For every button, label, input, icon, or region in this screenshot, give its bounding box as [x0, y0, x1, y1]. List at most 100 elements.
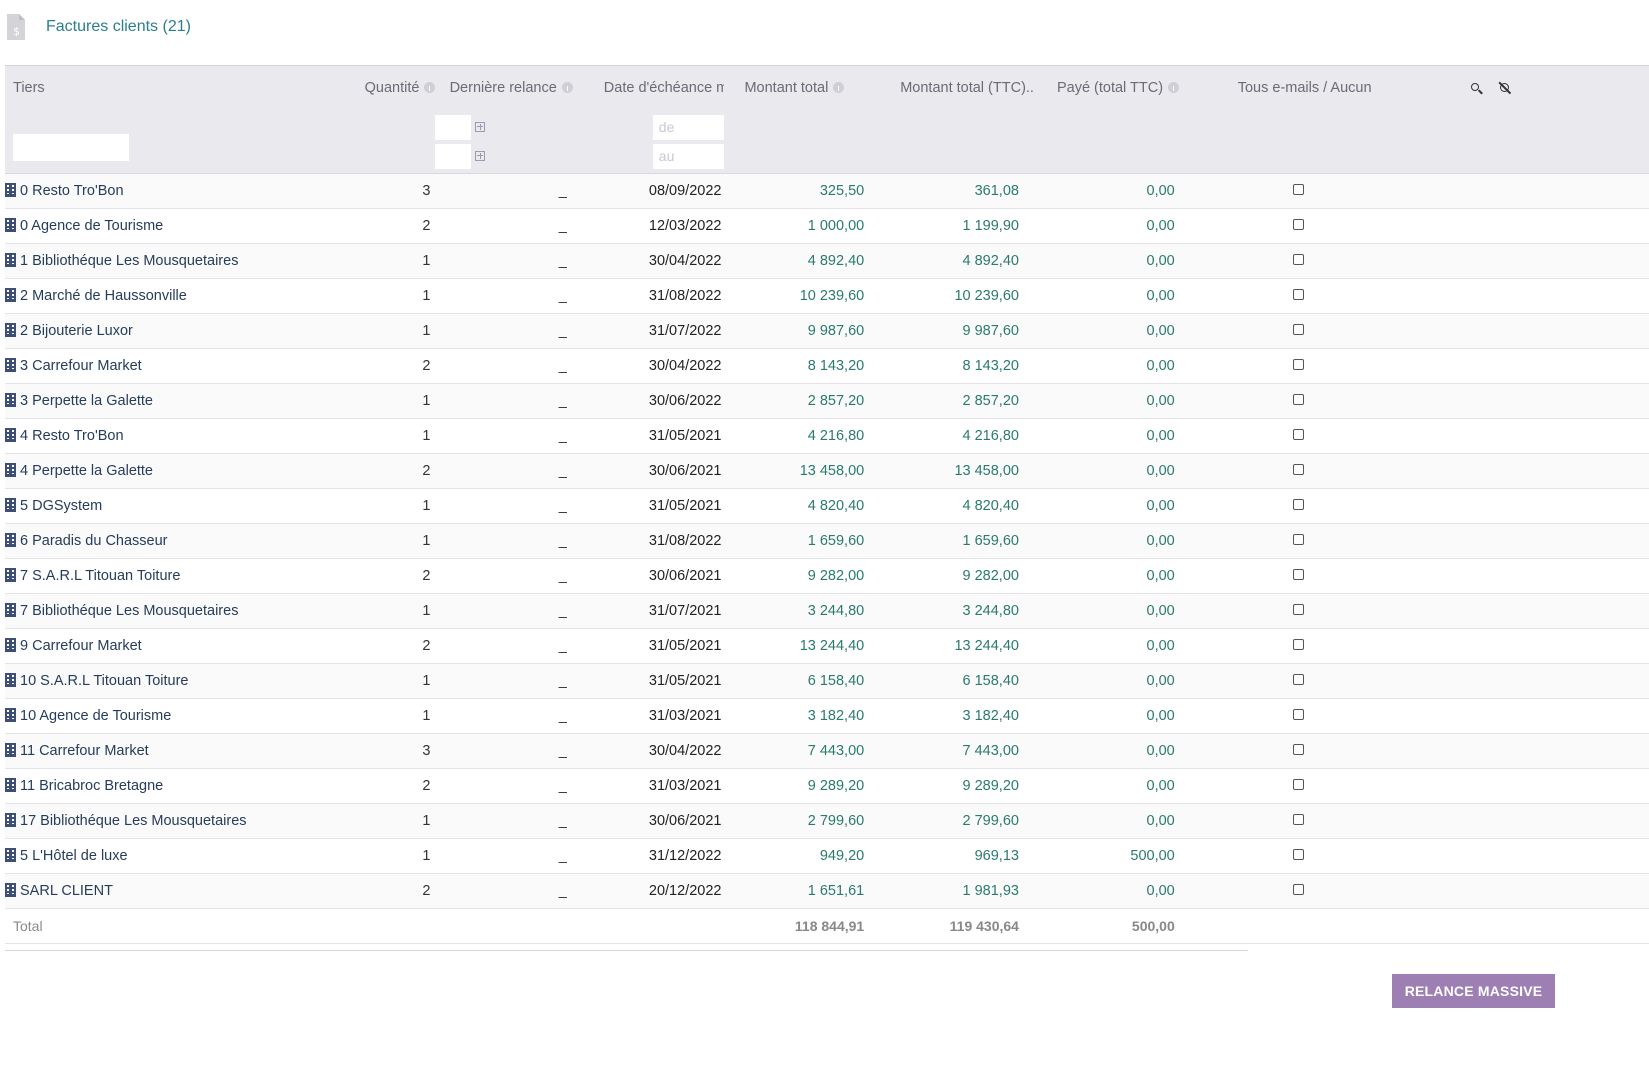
email-checkbox[interactable]	[1293, 639, 1305, 650]
tiers-link[interactable]: 0 Resto Tro'Bon	[20, 183, 124, 199]
tiers-link[interactable]: 5 L'Hôtel de luxe	[20, 848, 128, 864]
tiers-link[interactable]: 10 S.A.R.L Titouan Toiture	[20, 673, 189, 689]
tiers-cell[interactable]: 11 Carrefour Market	[5, 734, 271, 769]
column-header-montant-total[interactable]: Montant total	[724, 66, 878, 111]
table-row[interactable]: 0 Resto Tro'Bon 3 _ 08/09/2022 325,50 361,08 0…	[5, 173, 1649, 209]
tiers-link[interactable]: 9 Carrefour Market	[20, 638, 142, 654]
email-checkbox[interactable]	[1293, 359, 1305, 370]
tiers-link[interactable]: 7 Bibliothéque Les Mousquetaires	[20, 603, 239, 619]
tiers-link[interactable]: 17 Bibliothéque Les Mousquetaires	[20, 813, 247, 829]
relance-massive-button[interactable]: RELANCE MASSIVE	[1392, 974, 1555, 1008]
email-checkbox[interactable]	[1293, 709, 1305, 720]
email-checkbox[interactable]	[1293, 884, 1305, 895]
tiers-link[interactable]: 2 Marché de Haussonville	[20, 288, 187, 304]
table-row[interactable]: 5 DGSystem 1 _ 31/05/2021 4 820,40 4 820,40 0,…	[5, 488, 1649, 524]
tiers-cell[interactable]: 2 Marché de Haussonville	[5, 279, 271, 314]
relance-from-input[interactable]	[435, 114, 472, 140]
table-row[interactable]: 0 Agence de Tourisme 2 _ 12/03/2022 1 000,00…	[5, 208, 1649, 244]
table-row[interactable]: 5 L'Hôtel de luxe 1 _ 31/12/2022 949,20 969,1…	[5, 838, 1649, 874]
email-checkbox[interactable]	[1293, 254, 1305, 265]
tiers-cell[interactable]: 3 Perpette la Galette	[5, 384, 271, 419]
tiers-link[interactable]: 6 Paradis du Chasseur	[20, 533, 168, 549]
email-checkbox[interactable]	[1293, 814, 1305, 825]
tiers-link[interactable]: 3 Carrefour Market	[20, 358, 142, 374]
tiers-link[interactable]: 11 Bricabroc Bretagne	[20, 778, 164, 794]
tiers-cell[interactable]: 1 Bibliothéque Les Mousquetaires	[5, 244, 271, 279]
tiers-cell[interactable]: SARL CLIENT	[5, 874, 271, 909]
tiers-cell[interactable]: 7 S.A.R.L Titouan Toiture	[5, 559, 271, 594]
tiers-cell[interactable]: 4 Resto Tro'Bon	[5, 419, 271, 454]
search-icon[interactable]	[1471, 82, 1482, 94]
tiers-cell[interactable]: 5 DGSystem	[5, 489, 271, 524]
table-row[interactable]: 10 S.A.R.L Titouan Toiture 1 _ 31/05/2021 6 …	[5, 663, 1649, 699]
table-row[interactable]: 7 Bibliothéque Les Mousquetaires 1 _ 31/07/…	[5, 593, 1649, 629]
email-checkbox[interactable]	[1293, 744, 1305, 755]
table-row[interactable]: SARL CLIENT 2 _ 20/12/2022 1 651,61 1 981,93 0…	[5, 873, 1649, 909]
table-row[interactable]: 3 Carrefour Market 2 _ 30/04/2022 8 143,20 8 …	[5, 348, 1649, 384]
tiers-link[interactable]: 3 Perpette la Galette	[20, 393, 153, 409]
tiers-cell[interactable]: 5 L'Hôtel de luxe	[5, 839, 271, 874]
email-checkbox[interactable]	[1293, 184, 1305, 195]
echeance-from-input[interactable]	[652, 114, 725, 140]
tiers-cell[interactable]: 10 S.A.R.L Titouan Toiture	[5, 664, 271, 699]
calendar-icon[interactable]	[475, 151, 486, 162]
tiers-cell[interactable]: 7 Bibliothéque Les Mousquetaires	[5, 594, 271, 629]
email-checkbox[interactable]	[1293, 779, 1305, 790]
column-header-date-echeance[interactable]: Date d'échéance mi...	[603, 80, 725, 97]
clear-filter-icon[interactable]	[1498, 81, 1512, 95]
column-header-paye-ttc[interactable]: Payé (total TTC)	[1033, 66, 1189, 111]
column-header-emails[interactable]: Tous e-mails / Aucun	[1237, 80, 1372, 97]
tiers-cell[interactable]: 10 Agence de Tourisme	[5, 699, 271, 734]
tiers-link[interactable]: 5 DGSystem	[20, 498, 103, 514]
table-row[interactable]: 2 Marché de Haussonville 1 _ 31/08/2022 10 2…	[5, 278, 1649, 314]
calendar-icon[interactable]	[475, 122, 486, 133]
email-checkbox[interactable]	[1293, 499, 1305, 510]
tiers-link[interactable]: SARL CLIENT	[20, 883, 113, 899]
tiers-link[interactable]: 10 Agence de Tourisme	[20, 708, 172, 724]
tiers-link[interactable]: 11 Carrefour Market	[20, 743, 149, 759]
table-row[interactable]: 4 Perpette la Galette 2 _ 30/06/2021 13 458,…	[5, 453, 1649, 489]
table-row[interactable]: 11 Bricabroc Bretagne 2 _ 31/03/2021 9 289,2…	[5, 768, 1649, 804]
tiers-cell[interactable]: 11 Bricabroc Bretagne	[5, 769, 271, 804]
table-row[interactable]: 6 Paradis du Chasseur 1 _ 31/08/2022 1 659,6…	[5, 523, 1649, 559]
tiers-cell[interactable]: 17 Bibliothéque Les Mousquetaires	[5, 804, 271, 839]
email-checkbox[interactable]	[1293, 394, 1305, 405]
email-checkbox[interactable]	[1293, 849, 1305, 860]
echeance-to-input[interactable]	[652, 143, 725, 169]
email-checkbox[interactable]	[1293, 569, 1305, 580]
tiers-cell[interactable]: 0 Resto Tro'Bon	[5, 174, 271, 209]
tiers-link[interactable]: 7 S.A.R.L Titouan Toiture	[20, 568, 181, 584]
tiers-cell[interactable]: 3 Carrefour Market	[5, 349, 271, 384]
table-row[interactable]: 7 S.A.R.L Titouan Toiture 2 _ 30/06/2021 9 2…	[5, 558, 1649, 594]
column-header-tiers[interactable]: Tiers	[13, 80, 45, 97]
tiers-cell[interactable]: 2 Bijouterie Luxor	[5, 314, 271, 349]
email-checkbox[interactable]	[1293, 674, 1305, 685]
table-row[interactable]: 4 Resto Tro'Bon 1 _ 31/05/2021 4 216,80 4 216…	[5, 418, 1649, 454]
table-row[interactable]: 10 Agence de Tourisme 1 _ 31/03/2021 3 182,4…	[5, 698, 1649, 734]
table-row[interactable]: 11 Carrefour Market 3 _ 30/04/2022 7 443,00 7…	[5, 733, 1649, 769]
column-header-montant-ttc[interactable]: Montant total (TTC)...	[900, 80, 1033, 97]
table-row[interactable]: 1 Bibliothéque Les Mousquetaires 1 _ 30/04/…	[5, 243, 1649, 279]
email-checkbox[interactable]	[1293, 429, 1305, 440]
email-checkbox[interactable]	[1293, 604, 1305, 615]
email-checkbox[interactable]	[1293, 534, 1305, 545]
column-header-derniere-relance[interactable]: Dernière relance	[435, 66, 573, 111]
table-row[interactable]: 17 Bibliothéque Les Mousquetaires 1 _ 30/06…	[5, 803, 1649, 839]
tiers-filter-input[interactable]	[13, 134, 129, 162]
tiers-cell[interactable]: 0 Agence de Tourisme	[5, 209, 271, 244]
tiers-link[interactable]: 0 Agence de Tourisme	[20, 218, 164, 234]
column-header-quantite[interactable]: Quantité	[271, 66, 436, 111]
tiers-link[interactable]: 2 Bijouterie Luxor	[20, 323, 133, 339]
table-row[interactable]: 9 Carrefour Market 2 _ 31/05/2021 13 244,40 1…	[5, 628, 1649, 664]
table-row[interactable]: 3 Perpette la Galette 1 _ 30/06/2022 2 857,2…	[5, 383, 1649, 419]
tiers-link[interactable]: 4 Resto Tro'Bon	[20, 428, 124, 444]
relance-to-input[interactable]	[435, 143, 472, 169]
table-row[interactable]: 2 Bijouterie Luxor 1 _ 31/07/2022 9 987,60 9 …	[5, 313, 1649, 349]
tiers-cell[interactable]: 4 Perpette la Galette	[5, 454, 271, 489]
tiers-cell[interactable]: 6 Paradis du Chasseur	[5, 524, 271, 559]
tiers-cell[interactable]: 9 Carrefour Market	[5, 629, 271, 664]
email-checkbox[interactable]	[1293, 289, 1305, 300]
tiers-link[interactable]: 4 Perpette la Galette	[20, 463, 153, 479]
tiers-link[interactable]: 1 Bibliothéque Les Mousquetaires	[20, 253, 239, 269]
email-checkbox[interactable]	[1293, 324, 1305, 335]
